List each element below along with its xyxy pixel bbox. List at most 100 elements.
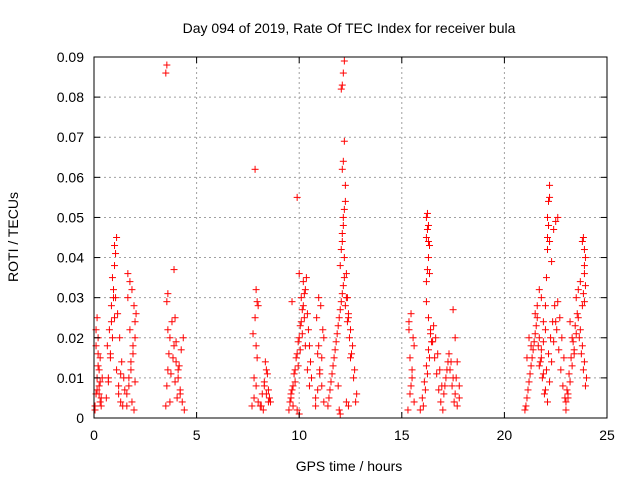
data-point [250, 374, 258, 382]
data-point [252, 382, 260, 390]
data-point [407, 310, 415, 318]
data-point [552, 217, 560, 225]
data-point [126, 278, 134, 286]
data-point [312, 402, 320, 410]
data-point [293, 350, 301, 358]
data-point [406, 390, 414, 398]
data-point [294, 338, 302, 346]
data-point [538, 374, 546, 382]
data-point [436, 366, 444, 374]
data-point [527, 362, 535, 370]
data-point [126, 326, 134, 334]
data-point [419, 402, 427, 410]
data-point [341, 302, 349, 310]
data-point [324, 402, 332, 410]
data-point [163, 298, 171, 306]
data-point [448, 382, 456, 390]
data-point [341, 197, 349, 205]
data-point [407, 382, 415, 390]
chart-title: Day 094 of 2019, Rate Of TEC Index for r… [183, 20, 516, 36]
data-point [338, 290, 346, 298]
data-point [302, 274, 310, 282]
x-tick-label: 0 [90, 427, 98, 443]
data-point [545, 221, 553, 229]
x-tick-label: 15 [394, 427, 410, 443]
data-point [444, 358, 452, 366]
data-point [103, 342, 111, 350]
data-point [164, 326, 172, 334]
data-point [129, 342, 137, 350]
data-point [112, 250, 120, 258]
data-point [524, 386, 532, 394]
data-point [445, 350, 453, 358]
data-point [338, 229, 346, 237]
data-point [109, 294, 117, 302]
data-point [432, 334, 440, 342]
data-point [567, 354, 575, 362]
data-point [299, 302, 307, 310]
data-point [253, 354, 261, 362]
data-point [523, 394, 531, 402]
data-point [297, 294, 305, 302]
data-point [554, 298, 562, 306]
data-point [294, 362, 302, 370]
data-point [435, 386, 443, 394]
data-point [177, 346, 185, 354]
data-point [339, 69, 347, 77]
data-point [299, 278, 307, 286]
data-point [525, 334, 533, 342]
data-point [545, 197, 553, 205]
data-point [543, 213, 551, 221]
data-point [531, 330, 539, 338]
data-point [251, 314, 259, 322]
data-point [171, 378, 179, 386]
data-point [424, 254, 432, 262]
data-point [421, 386, 429, 394]
data-point [534, 342, 542, 350]
data-point [550, 338, 558, 346]
data-point [582, 374, 590, 382]
data-point [566, 318, 574, 326]
data-point [578, 302, 586, 310]
data-point [332, 338, 340, 346]
data-point [167, 370, 175, 378]
data-point [114, 310, 122, 318]
data-point [556, 314, 564, 322]
data-point [113, 234, 121, 241]
data-point [562, 406, 570, 414]
data-point [257, 402, 265, 410]
data-point [130, 302, 138, 310]
data-point [578, 238, 586, 246]
data-point [315, 342, 323, 350]
x-tick-label: 25 [599, 427, 615, 443]
data-point [336, 410, 344, 418]
data-point [564, 390, 572, 398]
data-point [537, 294, 545, 302]
data-point [342, 270, 350, 278]
data-point [337, 246, 345, 254]
data-point [296, 346, 304, 354]
data-point [339, 157, 347, 165]
data-point [130, 406, 138, 414]
data-point [331, 346, 339, 354]
data-point [446, 366, 454, 374]
x-tick-label: 20 [497, 427, 513, 443]
data-point [96, 354, 104, 362]
data-point [568, 362, 576, 370]
data-point [539, 318, 547, 326]
data-point [422, 278, 430, 286]
data-point [172, 358, 180, 366]
data-point [338, 165, 346, 173]
data-point [117, 398, 125, 406]
data-point [422, 362, 430, 370]
data-point [541, 326, 549, 334]
data-point [562, 398, 570, 406]
data-point [535, 334, 543, 342]
data-point [342, 398, 350, 406]
data-point [531, 310, 539, 318]
data-point [315, 294, 323, 302]
data-point [118, 358, 126, 366]
data-point [176, 386, 184, 394]
data-point [404, 406, 412, 414]
